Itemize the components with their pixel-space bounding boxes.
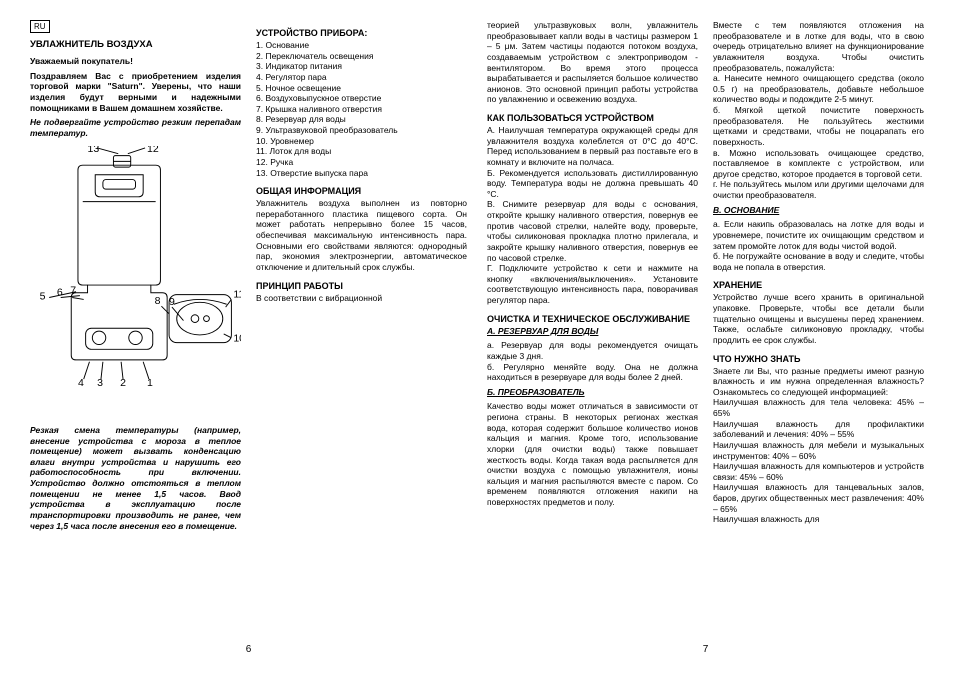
greeting-heading: Уважаемый покупатель! <box>30 56 241 67</box>
page-number-right: 7 <box>487 644 924 655</box>
device-part-item: Индикатор питания <box>256 61 467 72</box>
principle-body-2: теорией ультразвуковых волн, увлажнитель… <box>487 20 698 105</box>
general-info-heading: ОБЩАЯ ИНФОРМАЦИЯ <box>256 186 467 196</box>
device-part-item: Лоток для воды <box>256 146 467 157</box>
maint-b-body-2: Вместе с тем появляются отложения на пре… <box>713 20 924 201</box>
svg-text:6: 6 <box>57 287 63 299</box>
device-part-item: Воздуховыпускное отверстие <box>256 93 467 104</box>
usage-body: А. Наилучшая температура окружающей сред… <box>487 125 698 306</box>
svg-text:12: 12 <box>147 146 159 155</box>
svg-text:7: 7 <box>70 285 76 297</box>
col-r2: Вместе с тем появляются отложения на пре… <box>713 20 924 636</box>
page-right-columns: теорией ультразвуковых волн, увлажнитель… <box>487 20 924 636</box>
device-part-item: Переключатель освещения <box>256 51 467 62</box>
warning-1: Не подвергайте устройство резким перепад… <box>30 117 241 138</box>
svg-text:13: 13 <box>88 146 100 155</box>
device-part-item: Ручка <box>256 157 467 168</box>
maint-a-body: а. Резервуар для воды рекомендуется очищ… <box>487 340 698 383</box>
storage-heading: ХРАНЕНИЕ <box>713 280 924 290</box>
svg-text:10: 10 <box>233 333 241 345</box>
svg-text:9: 9 <box>169 297 175 309</box>
device-part-item: Регулятор пара <box>256 72 467 83</box>
general-info-body: Увлажнитель воздуха выполнен из повторно… <box>256 198 467 272</box>
device-part-item: Ночное освещение <box>256 83 467 94</box>
svg-text:1: 1 <box>147 377 153 389</box>
page-number-left: 6 <box>30 644 467 655</box>
svg-text:5: 5 <box>40 291 46 303</box>
usage-heading: КАК ПОЛЬЗОВАТЬСЯ УСТРОЙСТВОМ <box>487 113 698 123</box>
language-badge: RU <box>30 20 50 33</box>
svg-text:11: 11 <box>233 289 241 301</box>
principle-heading: ПРИНЦИП РАБОТЫ <box>256 281 467 291</box>
col-r1: теорией ультразвуковых волн, увлажнитель… <box>487 20 698 636</box>
col-l2: УСТРОЙСТВО ПРИБОРА: ОснованиеПереключате… <box>256 20 467 636</box>
svg-text:2: 2 <box>120 377 126 389</box>
maint-c-heading: В. ОСНОВАНИЕ <box>713 205 924 216</box>
device-part-item: Крышка наливного отверстия <box>256 104 467 115</box>
maint-c-body: а. Если накипь образовалась на лотке для… <box>713 219 924 272</box>
svg-text:3: 3 <box>97 377 103 389</box>
page-right: теорией ультразвуковых волн, увлажнитель… <box>487 20 924 655</box>
storage-body: Устройство лучше всего хранить в оригина… <box>713 292 924 345</box>
page-left: RU УВЛАЖНИТЕЛЬ ВОЗДУХА Уважаемый покупат… <box>30 20 467 655</box>
device-parts-list: ОснованиеПереключатель освещенияИндикато… <box>256 40 467 178</box>
svg-text:4: 4 <box>78 377 84 389</box>
maintenance-heading: ОЧИСТКА И ТЕХНИЧЕСКОЕ ОБСЛУЖИВАНИЕ <box>487 314 698 324</box>
device-part-item: Основание <box>256 40 467 51</box>
device-part-item: Уровнемер <box>256 136 467 147</box>
doc-title: УВЛАЖНИТЕЛЬ ВОЗДУХА <box>30 39 241 50</box>
device-diagram: 13 12 11 10 5 6 7 8 9 <box>30 146 241 417</box>
maint-a-heading: А. РЕЗЕРВУАР ДЛЯ ВОДЫ <box>487 326 698 337</box>
know-body: Знаете ли Вы, что разные предметы имеют … <box>713 366 924 525</box>
device-part-item: Резервуар для воды <box>256 114 467 125</box>
device-part-item: Отверстие выпуска пара <box>256 168 467 179</box>
svg-text:8: 8 <box>155 296 161 308</box>
know-heading: ЧТО НУЖНО ЗНАТЬ <box>713 354 924 364</box>
greeting-body: Поздравляем Вас с приобретением изделия … <box>30 71 241 114</box>
maint-b-heading: Б. ПРЕОБРАЗОВАТЕЛЬ <box>487 387 698 398</box>
maint-b-body-1: Качество воды может отличаться в зависим… <box>487 401 698 507</box>
principle-body-1: В соответствии с вибрационной <box>256 293 467 304</box>
document-spread: RU УВЛАЖНИТЕЛЬ ВОЗДУХА Уважаемый покупат… <box>30 20 924 655</box>
device-part-item: Ультразвуковой преобразователь <box>256 125 467 136</box>
col-l1: RU УВЛАЖНИТЕЛЬ ВОЗДУХА Уважаемый покупат… <box>30 20 241 636</box>
device-parts-heading: УСТРОЙСТВО ПРИБОРА: <box>256 28 467 38</box>
page-left-columns: RU УВЛАЖНИТЕЛЬ ВОЗДУХА Уважаемый покупат… <box>30 20 467 636</box>
warning-2: Резкая смена температуры (например, внес… <box>30 425 241 531</box>
